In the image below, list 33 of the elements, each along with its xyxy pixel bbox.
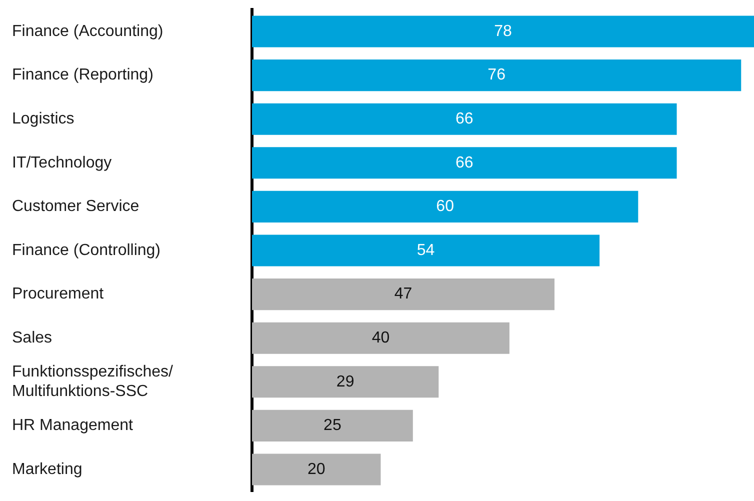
bar	[252, 190, 638, 222]
bar	[252, 322, 510, 354]
bar	[252, 410, 413, 442]
data-label: 60	[436, 198, 454, 216]
bar	[252, 278, 554, 310]
data-label: 20	[307, 460, 326, 478]
bar	[252, 366, 439, 398]
y-tick-label: HR Management	[12, 417, 134, 434]
bar	[252, 454, 381, 486]
y-tick-label: IT/Technology	[12, 154, 112, 172]
data-label: 66	[455, 154, 474, 172]
y-tick-label: Finance (Accounting)	[12, 22, 164, 40]
data-label: 54	[416, 242, 435, 259]
y-tick-label: Funktionsspezifisches/ Multifunktions-SSC	[12, 364, 174, 400]
bar	[252, 234, 600, 266]
data-label: 78	[494, 22, 512, 40]
bar	[252, 16, 754, 48]
y-tick-label: Finance (Controlling)	[12, 242, 161, 259]
data-label: 47	[394, 286, 412, 303]
y-tick-label: Logistics	[12, 110, 74, 128]
bar	[252, 147, 677, 179]
y-tick-label: Marketing	[12, 460, 82, 478]
data-label: 76	[488, 66, 506, 84]
y-tick-label: Finance (Reporting)	[12, 66, 154, 84]
data-label: 29	[336, 373, 354, 390]
bar	[252, 60, 742, 92]
data-label: 66	[455, 110, 474, 128]
data-label: 25	[324, 417, 342, 434]
data-label: 40	[372, 330, 390, 347]
bar	[252, 103, 677, 135]
y-tick-label: Customer Service	[12, 198, 140, 216]
y-tick-label: Procurement	[12, 286, 104, 303]
y-tick-label: Sales	[12, 330, 52, 347]
